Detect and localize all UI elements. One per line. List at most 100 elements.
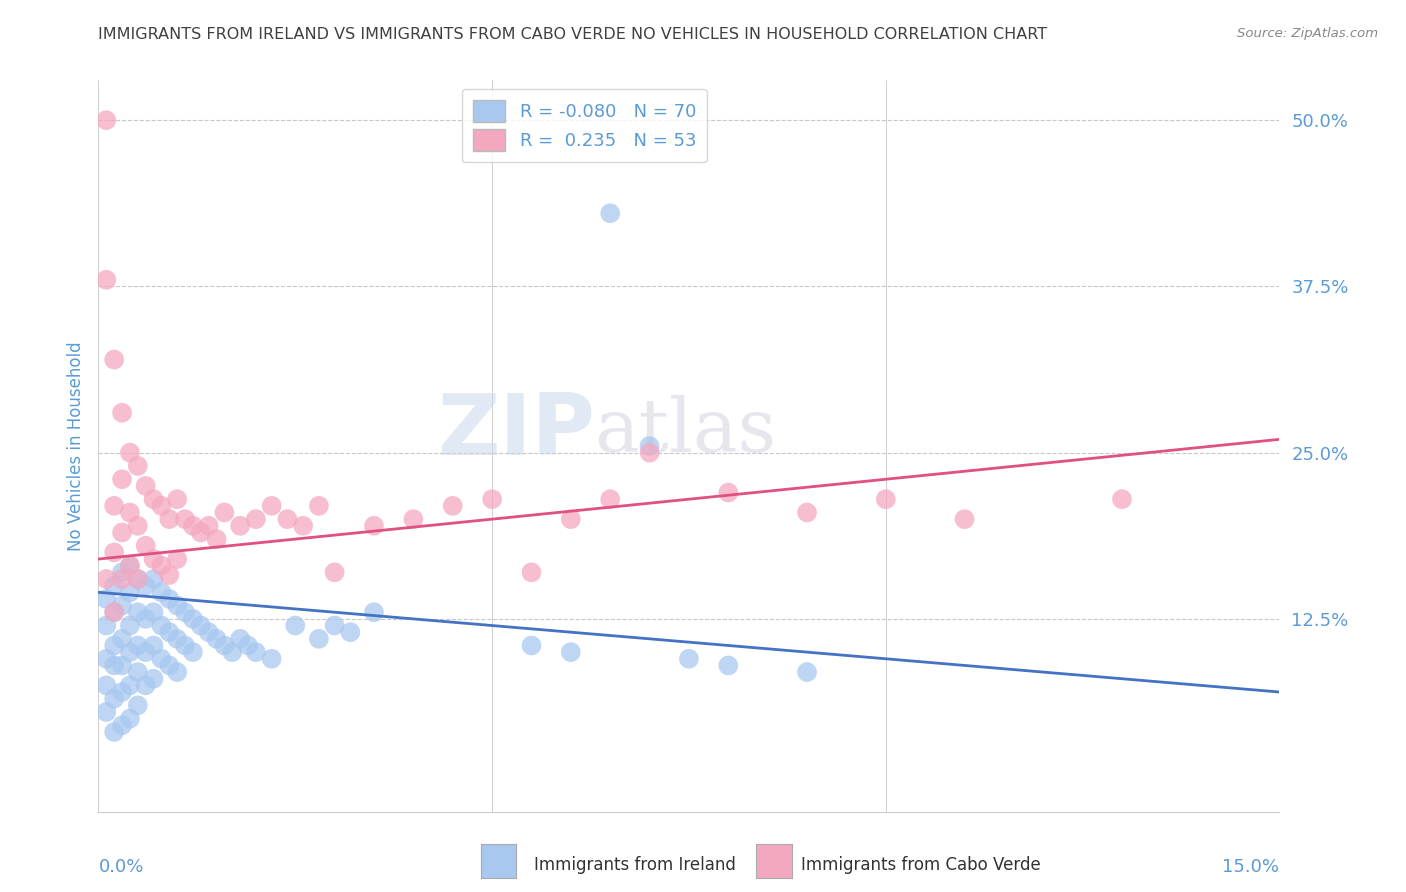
Point — [229, 632, 252, 646]
Point — [292, 518, 315, 533]
Point — [135, 539, 157, 553]
Text: ZIP: ZIP — [437, 390, 595, 473]
Point — [103, 352, 125, 367]
Point — [111, 566, 134, 580]
Point — [875, 492, 897, 507]
Point — [717, 485, 740, 500]
Point — [520, 566, 543, 580]
Point — [111, 525, 134, 540]
Point — [323, 566, 346, 580]
Point — [118, 712, 141, 726]
Point — [308, 499, 330, 513]
Point — [103, 605, 125, 619]
Point — [111, 718, 134, 732]
Point — [157, 625, 180, 640]
Point — [796, 506, 818, 520]
Legend: R = -0.080   N = 70, R =  0.235   N = 53: R = -0.080 N = 70, R = 0.235 N = 53 — [461, 89, 707, 162]
Point — [118, 645, 141, 659]
Point — [111, 599, 134, 613]
Point — [276, 512, 298, 526]
Point — [135, 678, 157, 692]
Point — [174, 512, 197, 526]
Point — [142, 572, 165, 586]
Point — [96, 652, 118, 666]
Point — [127, 458, 149, 473]
Point — [142, 639, 165, 653]
Point — [96, 572, 118, 586]
Point — [678, 652, 700, 666]
Point — [245, 645, 267, 659]
Point — [118, 506, 141, 520]
Point — [166, 599, 188, 613]
Point — [181, 645, 204, 659]
Point — [135, 579, 157, 593]
Point — [481, 492, 503, 507]
Point — [284, 618, 307, 632]
Point — [111, 632, 134, 646]
Point — [150, 652, 173, 666]
Point — [142, 672, 165, 686]
Point — [520, 639, 543, 653]
Point — [245, 512, 267, 526]
Point — [363, 605, 385, 619]
Text: Source: ZipAtlas.com: Source: ZipAtlas.com — [1237, 27, 1378, 40]
Point — [111, 406, 134, 420]
Point — [214, 639, 236, 653]
Y-axis label: No Vehicles in Household: No Vehicles in Household — [66, 341, 84, 551]
Point — [717, 658, 740, 673]
Point — [166, 552, 188, 566]
Point — [796, 665, 818, 679]
Point — [135, 612, 157, 626]
Point — [150, 585, 173, 599]
Point — [96, 618, 118, 632]
Point — [103, 691, 125, 706]
Point — [103, 605, 125, 619]
Point — [118, 678, 141, 692]
Point — [118, 585, 141, 599]
Point — [638, 445, 661, 459]
Point — [103, 658, 125, 673]
Point — [150, 618, 173, 632]
Point — [157, 658, 180, 673]
Point — [127, 698, 149, 713]
Point — [402, 512, 425, 526]
Point — [127, 605, 149, 619]
Point — [157, 568, 180, 582]
Point — [1111, 492, 1133, 507]
Text: Immigrants from Ireland: Immigrants from Ireland — [534, 856, 737, 874]
Point — [229, 518, 252, 533]
Point — [260, 652, 283, 666]
Point — [560, 645, 582, 659]
Point — [111, 658, 134, 673]
Point — [441, 499, 464, 513]
Text: 15.0%: 15.0% — [1222, 858, 1279, 876]
Point — [363, 518, 385, 533]
Point — [127, 572, 149, 586]
Point — [150, 558, 173, 573]
Point — [205, 532, 228, 546]
Point — [953, 512, 976, 526]
Point — [135, 645, 157, 659]
Point — [142, 605, 165, 619]
Point — [323, 618, 346, 632]
Point — [181, 518, 204, 533]
Point — [118, 558, 141, 573]
Point — [96, 273, 118, 287]
Point — [127, 518, 149, 533]
Point — [118, 445, 141, 459]
Point — [96, 678, 118, 692]
Point — [181, 612, 204, 626]
Point — [599, 492, 621, 507]
Point — [127, 572, 149, 586]
Point — [638, 439, 661, 453]
Point — [111, 685, 134, 699]
Point — [103, 725, 125, 739]
Point — [127, 639, 149, 653]
Point — [190, 618, 212, 632]
Text: Immigrants from Cabo Verde: Immigrants from Cabo Verde — [801, 856, 1042, 874]
Point — [174, 639, 197, 653]
Point — [157, 512, 180, 526]
Point — [197, 518, 219, 533]
Point — [150, 499, 173, 513]
Point — [96, 113, 118, 128]
